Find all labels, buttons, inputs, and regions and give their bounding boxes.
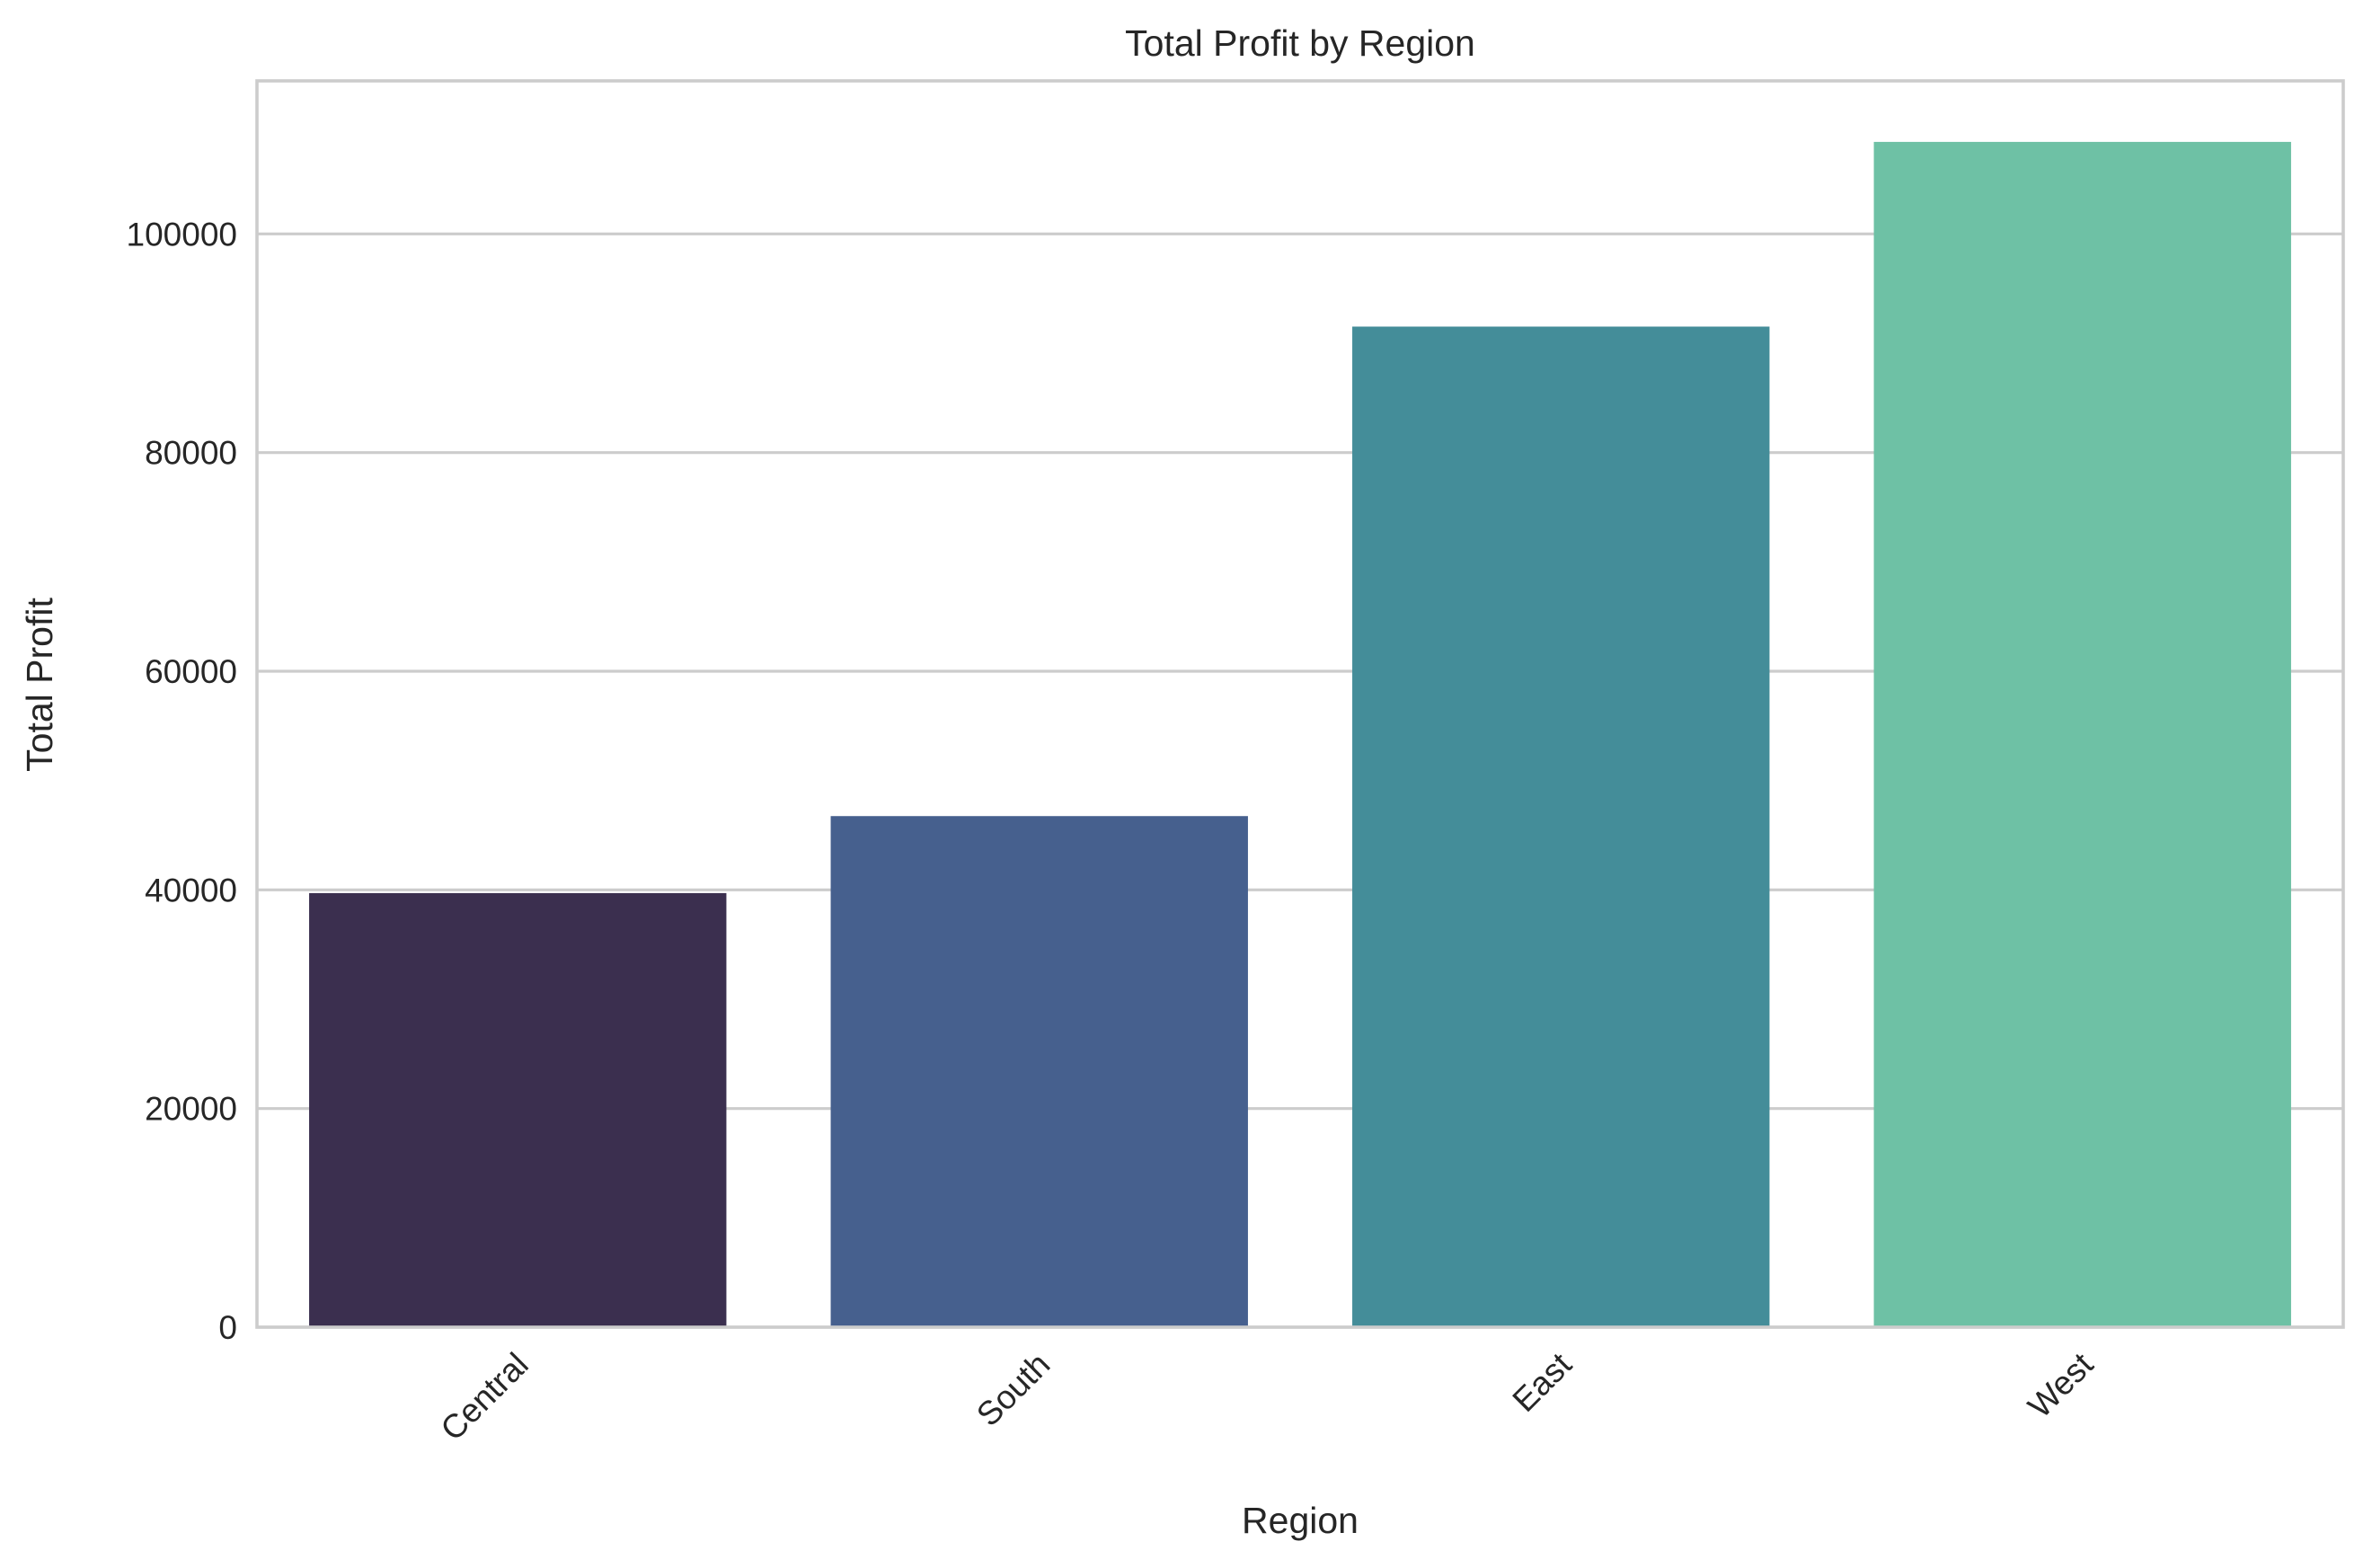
bar-west (1873, 141, 2291, 1328)
bars (309, 141, 2291, 1328)
y-tick-label: 100000 (127, 216, 237, 252)
y-axis-ticks: 0 20000 40000 60000 80000 100000 (127, 216, 237, 1346)
y-tick-label: 80000 (145, 435, 237, 472)
bar-south (830, 816, 1248, 1327)
bar-central (309, 892, 727, 1327)
y-tick-label: 20000 (145, 1091, 237, 1128)
y-axis-label: Total Profit (19, 598, 60, 772)
x-axis-label: Region (1242, 1500, 1359, 1541)
y-tick-label: 40000 (145, 872, 237, 908)
y-tick-label: 0 (218, 1309, 237, 1346)
y-tick-label: 60000 (145, 653, 237, 690)
chart-title: Total Profit by Region (1125, 22, 1475, 64)
plot-frame (255, 79, 2345, 1329)
bar-east (1352, 326, 1770, 1327)
